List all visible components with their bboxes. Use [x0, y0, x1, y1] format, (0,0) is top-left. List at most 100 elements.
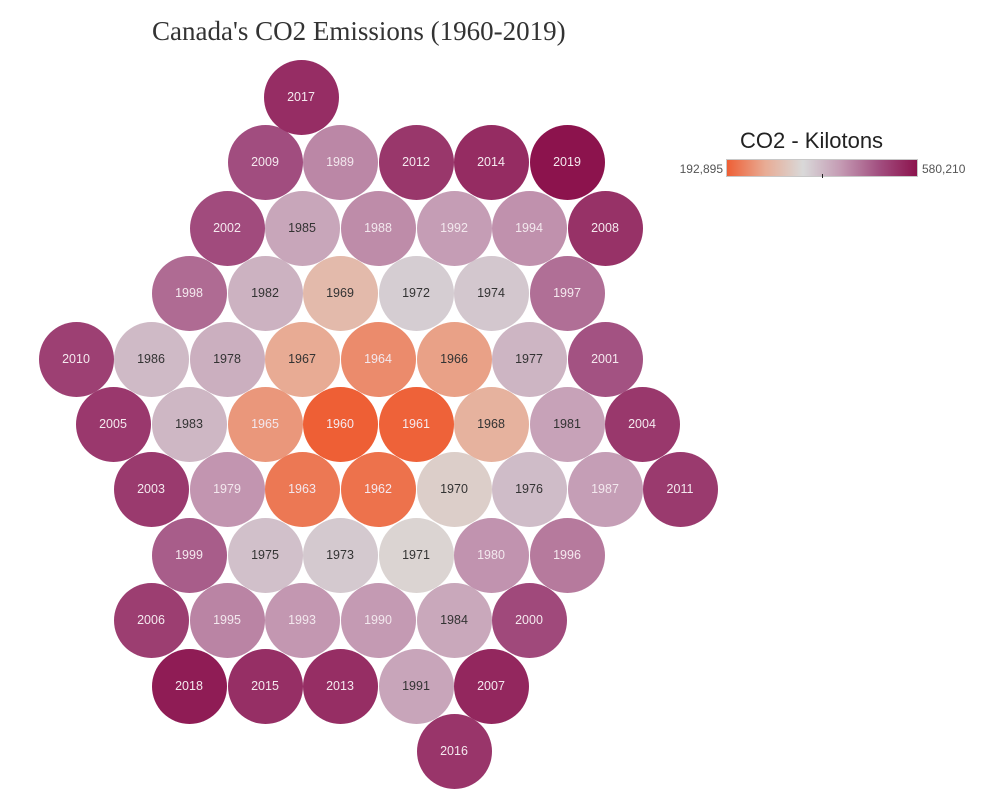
bubble-label: 2011	[666, 482, 694, 496]
bubble-2019: 2019	[529, 124, 605, 200]
bubble-1972: 1972	[378, 255, 454, 331]
bubble-2006: 2006	[113, 582, 189, 658]
bubble-label: 2012	[402, 155, 430, 169]
bubble-1995: 1995	[189, 582, 265, 658]
bubble-1997: 1997	[529, 255, 605, 331]
bubble-1996: 1996	[529, 517, 605, 593]
bubble-1983: 1983	[151, 386, 227, 462]
bubble-2010: 2010	[38, 321, 114, 397]
bubble-label: 1991	[402, 679, 430, 693]
bubble-2007: 2007	[453, 648, 529, 724]
bubble-label: 1990	[364, 613, 392, 627]
bubble-label: 2009	[251, 155, 279, 169]
bubble-label: 1963	[288, 482, 316, 496]
bubble-label: 1970	[440, 482, 468, 496]
bubble-1962: 1962	[340, 451, 416, 527]
bubble-1992: 1992	[416, 190, 492, 266]
bubble-2018: 2018	[151, 648, 227, 724]
bubble-1966: 1966	[416, 321, 492, 397]
bubble-1969: 1969	[302, 255, 378, 331]
legend-min-label: 192,895	[679, 162, 723, 176]
bubble-label: 1984	[440, 613, 468, 627]
bubble-label: 1987	[591, 482, 619, 496]
bubble-1981: 1981	[529, 386, 605, 462]
bubble-1963: 1963	[264, 451, 340, 527]
bubble-label: 1992	[440, 221, 468, 235]
bubble-label: 1977	[515, 352, 543, 366]
bubble-1986: 1986	[113, 321, 189, 397]
bubble-1971: 1971	[378, 517, 454, 593]
bubble-1980: 1980	[453, 517, 529, 593]
bubble-label: 1999	[175, 548, 203, 562]
bubble-label: 1985	[288, 221, 316, 235]
bubble-1970: 1970	[416, 451, 492, 527]
bubble-label: 2018	[175, 679, 203, 693]
bubble-1973: 1973	[302, 517, 378, 593]
bubble-1988: 1988	[340, 190, 416, 266]
bubble-1964: 1964	[340, 321, 416, 397]
bubble-label: 1974	[477, 286, 505, 300]
bubble-label: 2001	[591, 352, 619, 366]
bubble-label: 1966	[440, 352, 468, 366]
bubble-1987: 1987	[567, 451, 643, 527]
bubble-1977: 1977	[491, 321, 567, 397]
bubble-1961: 1961	[378, 386, 454, 462]
bubble-label: 1986	[137, 352, 165, 366]
bubble-label: 2008	[591, 221, 619, 235]
bubble-label: 1979	[213, 482, 241, 496]
bubble-label: 2016	[440, 744, 468, 758]
bubble-label: 1994	[515, 221, 543, 235]
bubble-label: 2017	[287, 90, 315, 104]
bubble-label: 2014	[477, 155, 505, 169]
bubble-1999: 1999	[151, 517, 227, 593]
bubble-1965: 1965	[227, 386, 303, 462]
bubble-label: 2007	[477, 679, 505, 693]
bubble-1991: 1991	[378, 648, 454, 724]
bubble-1998: 1998	[151, 255, 227, 331]
bubble-label: 1997	[553, 286, 581, 300]
bubble-label: 1960	[326, 417, 354, 431]
bubble-label: 1993	[288, 613, 316, 627]
bubble-1978: 1978	[189, 321, 265, 397]
bubble-1979: 1979	[189, 451, 265, 527]
bubble-label: 2013	[326, 679, 354, 693]
bubble-1967: 1967	[264, 321, 340, 397]
bubble-label: 2004	[628, 417, 656, 431]
bubble-label: 1975	[251, 548, 279, 562]
bubble-label: 1980	[477, 548, 505, 562]
bubble-2008: 2008	[567, 190, 643, 266]
legend-max-label: 580,210	[922, 162, 966, 176]
bubble-2013: 2013	[302, 648, 378, 724]
bubble-label: 1981	[553, 417, 581, 431]
bubble-2002: 2002	[189, 190, 265, 266]
bubble-1994: 1994	[491, 190, 567, 266]
bubble-1976: 1976	[491, 451, 567, 527]
bubble-2005: 2005	[75, 386, 151, 462]
bubble-label: 1988	[364, 221, 392, 235]
bubble-1993: 1993	[264, 582, 340, 658]
bubble-label: 2006	[137, 613, 165, 627]
bubble-label: 2005	[99, 417, 127, 431]
bubble-2015: 2015	[227, 648, 303, 724]
bubble-label: 1965	[251, 417, 279, 431]
bubble-2009: 2009	[227, 124, 303, 200]
bubble-label: 1998	[175, 286, 203, 300]
bubble-label: 1962	[364, 482, 392, 496]
bubble-1975: 1975	[227, 517, 303, 593]
bubble-label: 2019	[553, 155, 581, 169]
bubble-1989: 1989	[302, 124, 378, 200]
bubble-label: 2000	[515, 613, 543, 627]
bubble-1968: 1968	[453, 386, 529, 462]
bubble-1982: 1982	[227, 255, 303, 331]
bubble-1990: 1990	[340, 582, 416, 658]
bubble-2016: 2016	[416, 713, 492, 789]
bubble-label: 1983	[175, 417, 203, 431]
legend-title: CO2 - Kilotons	[740, 128, 884, 153]
bubble-label: 1973	[326, 548, 354, 562]
bubble-1974: 1974	[453, 255, 529, 331]
bubble-label: 1976	[515, 482, 543, 496]
bubble-1960: 1960	[302, 386, 378, 462]
bubble-2003: 2003	[113, 451, 189, 527]
bubble-label: 1968	[477, 417, 505, 431]
bubble-label: 1995	[213, 613, 241, 627]
